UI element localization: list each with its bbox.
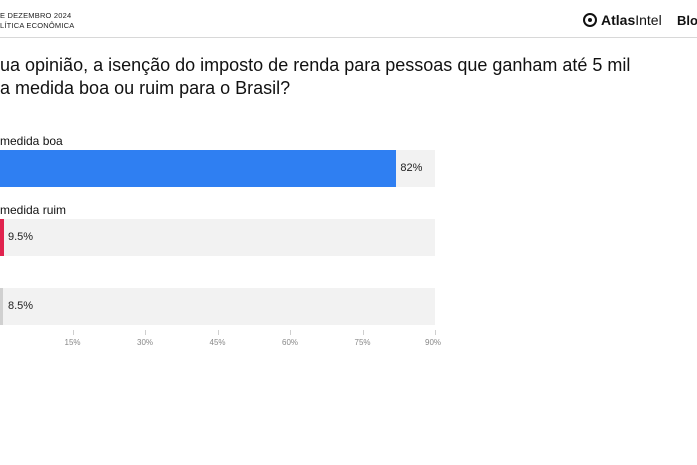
bar <box>0 219 4 256</box>
partner-logo: Blo <box>677 12 697 28</box>
bar-track <box>0 219 435 256</box>
question-title-line-2: a medida boa ou ruim para o Brasil? <box>0 78 291 98</box>
bar-value-label: 8.5% <box>8 300 34 312</box>
x-axis-tick-mark <box>217 330 219 335</box>
atlasintel-logo-text: Atlas <box>601 12 636 28</box>
bar <box>0 288 4 325</box>
category-label: medida boa <box>0 134 63 148</box>
header-text-line-2: LÍTICA ECONÔMICA <box>0 21 75 30</box>
bar <box>0 150 397 187</box>
header-text-line-1: E DEZEMBRO 2024 <box>0 11 72 20</box>
x-axis-tick-mark <box>145 330 146 335</box>
x-axis-tick-mark <box>290 330 291 335</box>
header-divider <box>0 37 697 38</box>
category-label: medida ruim <box>0 203 67 217</box>
bar-track <box>0 288 435 325</box>
atlasintel-logo-icon <box>583 13 597 27</box>
x-axis-tick-label: 45% <box>209 338 226 347</box>
atlasintel-logo: Atlas Intel <box>583 11 662 29</box>
x-axis-tick-label: 75% <box>354 338 371 347</box>
x-axis-tick-mark <box>435 330 436 335</box>
x-axis-tick-label: 90% <box>424 338 442 347</box>
bar-value-label: 82% <box>400 162 423 174</box>
bar-value-label: 9.5% <box>8 231 34 243</box>
x-axis-tick-mark <box>72 330 74 335</box>
atlasintel-logo-subtext: Intel <box>635 12 662 28</box>
x-axis-tick-label: 30% <box>136 338 154 347</box>
question-title-line-1: ua opinião, a isenção do imposto de rend… <box>0 55 631 75</box>
x-axis-tick-label: 15% <box>64 338 81 347</box>
x-axis-tick-mark <box>362 330 364 335</box>
x-axis-tick-label: 60% <box>281 338 299 347</box>
